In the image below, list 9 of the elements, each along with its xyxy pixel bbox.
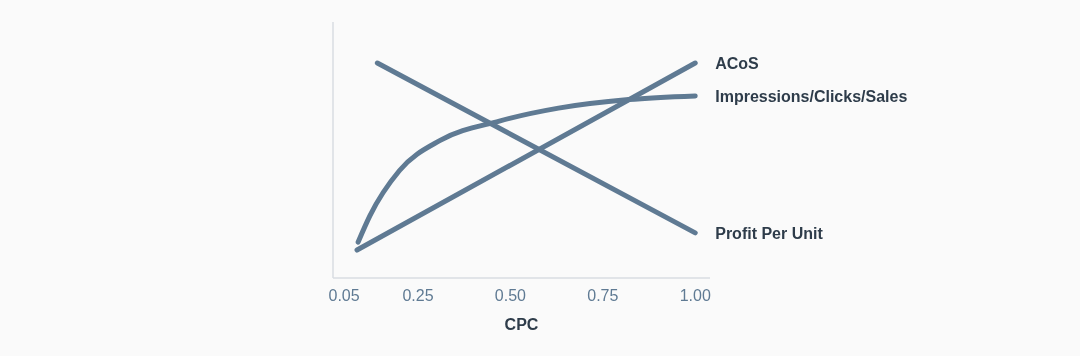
series-label: Profit Per Unit [715, 224, 824, 242]
x-tick-label: 0.75 [587, 287, 619, 304]
x-axis-title: CPC [504, 316, 539, 333]
series-label: Impressions/Clicks/Sales [715, 87, 908, 105]
series-label: ACoS [715, 55, 760, 72]
x-tick-label: 0.25 [402, 287, 434, 304]
x-tick-label: 0.50 [494, 287, 527, 304]
x-tick-label: 1.00 [679, 287, 711, 304]
x-tick-label: 0.05 [328, 287, 360, 304]
